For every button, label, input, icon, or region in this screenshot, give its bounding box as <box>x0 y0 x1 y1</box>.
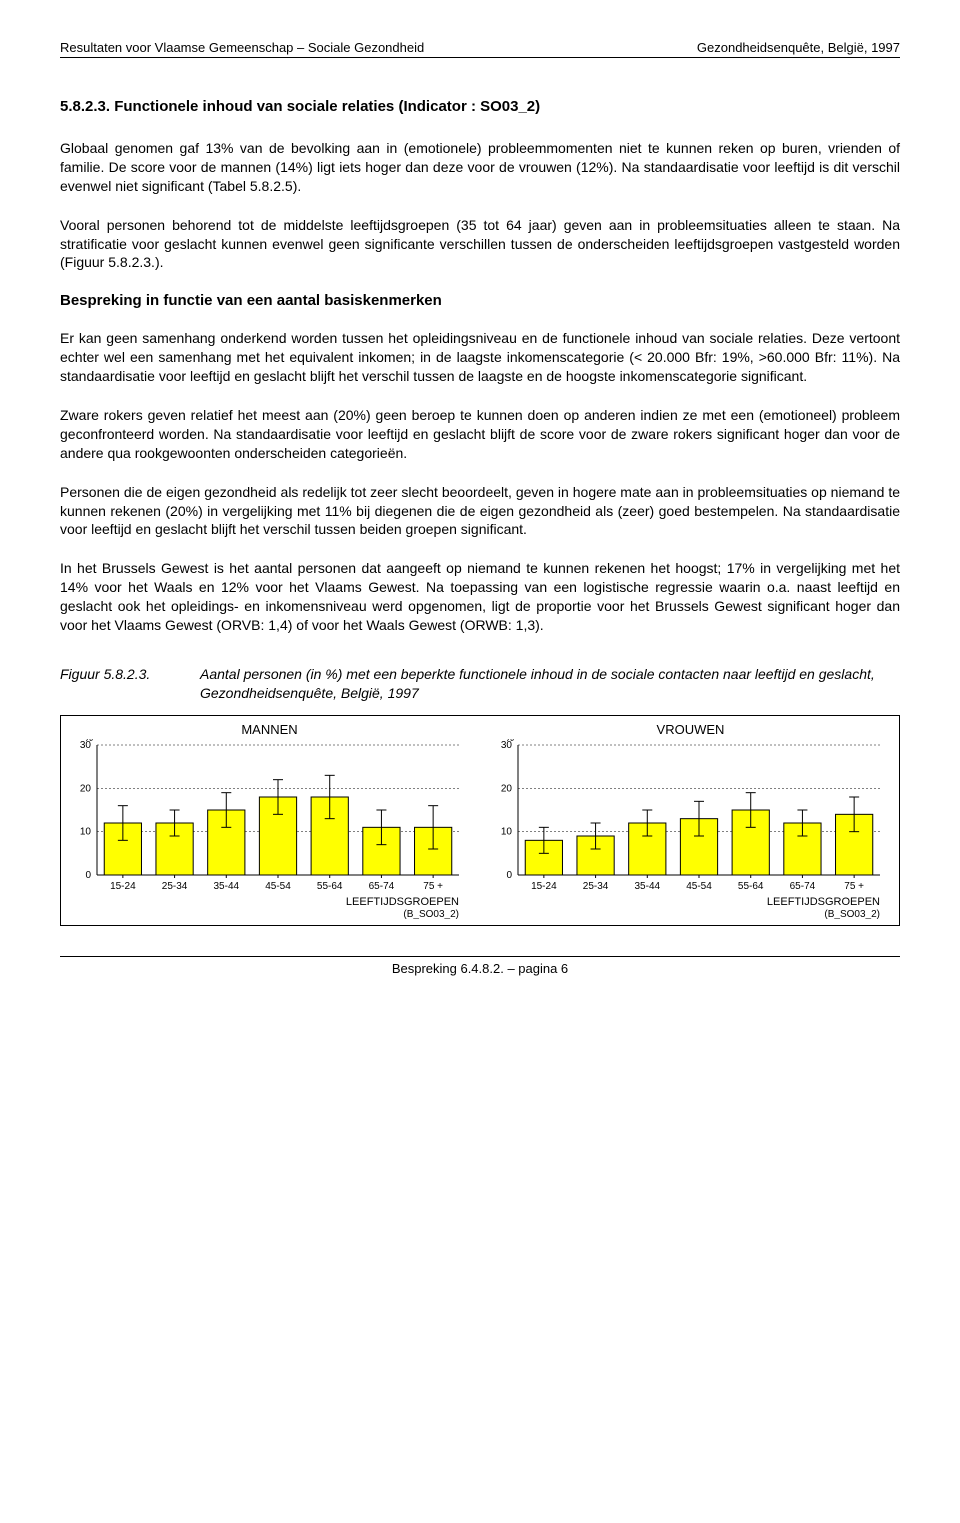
chart-title: MANNEN <box>67 722 472 737</box>
svg-text:45-54: 45-54 <box>686 881 712 892</box>
paragraph: Zware rokers geven relatief het meest aa… <box>60 406 900 463</box>
charts-container: MANNEN 0102030%15-2425-3435-4445-5455-64… <box>60 715 900 926</box>
svg-text:45-54: 45-54 <box>265 881 291 892</box>
paragraph: Vooral personen behorend tot de middelst… <box>60 216 900 273</box>
svg-text:25-34: 25-34 <box>583 881 609 892</box>
svg-text:20: 20 <box>501 783 513 794</box>
paragraph: Er kan geen samenhang onderkend worden t… <box>60 329 900 386</box>
figure-caption-text: Aantal personen (in %) met een beperkte … <box>200 665 900 703</box>
chart-mannen: MANNEN 0102030%15-2425-3435-4445-5455-64… <box>67 722 472 919</box>
paragraph: Globaal genomen gaf 13% van de bevolking… <box>60 139 900 196</box>
svg-text:75 +: 75 + <box>844 881 864 892</box>
header-right: Gezondheidsenquête, België, 1997 <box>697 40 900 55</box>
chart-svg: 0102030%15-2425-3435-4445-5455-6465-7475… <box>488 739 888 919</box>
svg-text:%: % <box>505 739 514 744</box>
svg-text:35-44: 35-44 <box>634 881 660 892</box>
svg-text:35-44: 35-44 <box>213 881 239 892</box>
svg-text:55-64: 55-64 <box>317 881 343 892</box>
page-footer: Bespreking 6.4.8.2. – pagina 6 <box>60 956 900 976</box>
svg-text:(B_SO03_2): (B_SO03_2) <box>824 909 880 919</box>
svg-text:LEEFTIJDSGROEPEN: LEEFTIJDSGROEPEN <box>767 896 880 908</box>
page-header: Resultaten voor Vlaamse Gemeenschap – So… <box>60 40 900 58</box>
svg-text:15-24: 15-24 <box>531 881 557 892</box>
svg-text:25-34: 25-34 <box>162 881 188 892</box>
svg-text:LEEFTIJDSGROEPEN: LEEFTIJDSGROEPEN <box>346 896 459 908</box>
figure-label: Figuur 5.8.2.3. <box>60 665 200 703</box>
svg-text:10: 10 <box>501 826 513 837</box>
svg-text:65-74: 65-74 <box>790 881 816 892</box>
figure-caption: Figuur 5.8.2.3. Aantal personen (in %) m… <box>60 665 900 703</box>
paragraph: Personen die de eigen gezondheid als red… <box>60 483 900 540</box>
chart-svg: 0102030%15-2425-3435-4445-5455-6465-7475… <box>67 739 467 919</box>
subheading: Bespreking in functie van een aantal bas… <box>60 292 900 309</box>
chart-title: VROUWEN <box>488 722 893 737</box>
paragraph: In het Brussels Gewest is het aantal per… <box>60 559 900 635</box>
chart-vrouwen: VROUWEN 0102030%15-2425-3435-4445-5455-6… <box>488 722 893 919</box>
section-heading: 5.8.2.3. Functionele inhoud van sociale … <box>60 98 900 115</box>
svg-text:55-64: 55-64 <box>738 881 764 892</box>
svg-text:0: 0 <box>85 870 91 881</box>
svg-text:20: 20 <box>80 783 92 794</box>
header-left: Resultaten voor Vlaamse Gemeenschap – So… <box>60 40 424 55</box>
svg-text:%: % <box>84 739 93 744</box>
svg-text:65-74: 65-74 <box>369 881 395 892</box>
svg-text:10: 10 <box>80 826 92 837</box>
svg-text:0: 0 <box>506 870 512 881</box>
svg-text:75 +: 75 + <box>423 881 443 892</box>
svg-text:(B_SO03_2): (B_SO03_2) <box>403 909 459 919</box>
svg-text:15-24: 15-24 <box>110 881 136 892</box>
